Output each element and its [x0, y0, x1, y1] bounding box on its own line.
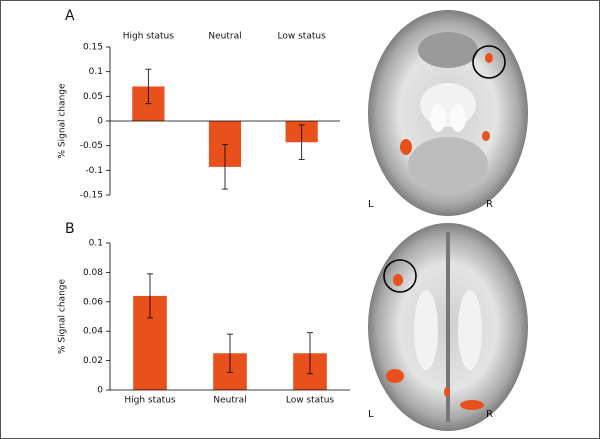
x-tick-label: Low status	[278, 32, 327, 42]
error-bar	[222, 144, 228, 190]
y-axis-label: % Signal change	[58, 279, 68, 355]
x-tick-label: Low status	[286, 396, 335, 406]
y-tick-label: 0.1	[89, 239, 103, 249]
error-bar	[227, 333, 233, 373]
error-bar	[307, 332, 313, 375]
brain-right-label: R	[486, 409, 493, 420]
y-tick-label: 0.02	[83, 356, 103, 366]
error-bar	[145, 68, 152, 105]
y-tick-label: 0.1	[89, 67, 103, 77]
panel-label: A	[65, 8, 75, 24]
x-tick-label: High status	[124, 396, 176, 406]
y-tick-label: 0.08	[83, 268, 103, 278]
y-tick-label: 0	[97, 117, 103, 127]
brain-image-a	[368, 10, 528, 216]
x-tick-label: Neutral	[208, 32, 241, 42]
brain-left-label: L	[368, 409, 374, 420]
panel-label: B	[65, 221, 75, 237]
y-tick-label: -0.1	[85, 166, 103, 176]
brain-right-label: R	[486, 199, 493, 210]
y-tick-label: -0.05	[80, 141, 103, 151]
x-tick-label: High status	[123, 32, 175, 42]
error-bar	[298, 124, 305, 160]
brain-image-b	[368, 223, 528, 431]
y-tick-label: 0.04	[83, 327, 103, 337]
error-bar	[147, 273, 153, 319]
y-tick-label: 0	[97, 386, 103, 396]
y-tick-label: 0.05	[83, 92, 103, 102]
y-tick-label: 0.15	[83, 43, 103, 53]
y-tick-label: 0.06	[83, 297, 103, 307]
x-tick-label: Neutral	[213, 396, 246, 406]
y-tick-label: -0.15	[80, 191, 103, 201]
y-axis-label: % Signal change	[58, 83, 68, 159]
brain-left-label: L	[368, 199, 374, 210]
